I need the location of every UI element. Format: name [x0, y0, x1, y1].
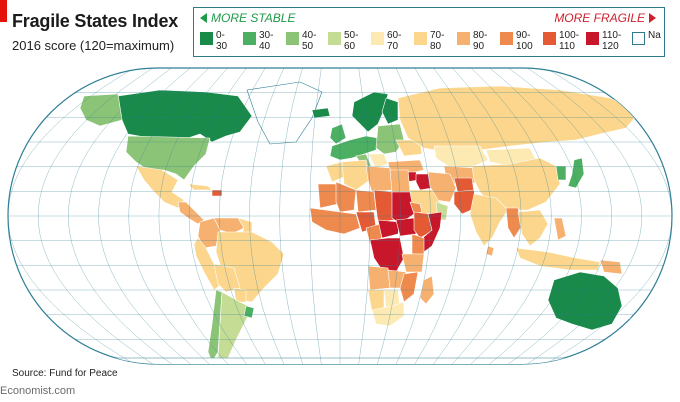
- region-southeast-asia: [517, 209, 549, 247]
- legend-more-fragile: MORE FRAGILE: [554, 11, 656, 25]
- legend-range-label: 50- 60: [344, 30, 359, 52]
- region-mozambique: [399, 271, 419, 303]
- region-iceland: [311, 107, 331, 119]
- region-russia: [397, 85, 641, 153]
- legend-swatch: [586, 32, 599, 45]
- legend-swatch: [414, 32, 427, 45]
- legend-range-label: 60- 70: [387, 30, 402, 52]
- legend-swatch: [632, 32, 645, 45]
- region-mauritania: [317, 183, 339, 209]
- legend-range-label: 70- 80: [430, 30, 445, 52]
- legend-range-label: 0- 30: [216, 30, 228, 52]
- arrow-right-icon: [649, 13, 656, 23]
- legend-swatch: [457, 32, 470, 45]
- region-alaska: [79, 93, 123, 127]
- region-paraguay: [233, 287, 247, 303]
- legend-swatch: [371, 32, 384, 45]
- legend-range-label: 110- 120: [602, 30, 622, 52]
- region-argentina: [217, 291, 253, 359]
- region-china: [471, 157, 561, 211]
- region-egypt: [389, 169, 411, 193]
- region-greenland: [246, 81, 323, 145]
- legend-swatch: [328, 32, 341, 45]
- legend-range-label: 80- 90: [473, 30, 488, 52]
- region-korea: [555, 165, 567, 181]
- region-balkans: [367, 153, 389, 169]
- world-map: [0, 62, 680, 367]
- region-antarctica: [59, 357, 661, 364]
- legend-range-label: 40- 50: [302, 30, 317, 52]
- legend-more-fragile-label: MORE FRAGILE: [554, 11, 645, 25]
- region-uruguay: [243, 305, 255, 319]
- brand-footer: Economist.com: [0, 385, 76, 397]
- page-title: Fragile States Index: [12, 11, 179, 31]
- region-eritrea: [409, 201, 423, 215]
- region-niger: [355, 189, 377, 213]
- region-tanzania: [401, 253, 425, 273]
- region-myanmar: [505, 207, 523, 239]
- region-uk: [329, 123, 347, 145]
- region-papua-new-guinea: [599, 259, 623, 275]
- legend-swatch: [543, 32, 556, 45]
- legend-range-label: 90- 100: [516, 30, 533, 52]
- legend-more-stable: MORE STABLE: [200, 11, 295, 25]
- map-legend: MORE STABLE MORE FRAGILE 0- 30 30- 40 40- 50 5…: [193, 7, 665, 57]
- region-mali: [335, 181, 357, 213]
- legend-swatch: [243, 32, 256, 45]
- source-note: Source: Fund for Peace: [12, 368, 118, 379]
- legend-range-label: 30- 40: [259, 30, 274, 52]
- landmasses: [59, 81, 661, 364]
- region-japan: [567, 157, 585, 189]
- region-philippines: [553, 217, 567, 241]
- region-venezuela: [213, 217, 245, 235]
- legend-swatch: [286, 32, 299, 45]
- region-south-sudan: [395, 217, 417, 237]
- legend-swatch: [500, 32, 513, 45]
- region-new-zealand: [625, 317, 645, 343]
- legend-range-label: 100- 110: [559, 30, 580, 52]
- region-car: [377, 219, 401, 239]
- region-algeria: [341, 159, 371, 191]
- region-canada: [117, 89, 253, 143]
- region-angola: [367, 265, 391, 291]
- graticule-overlay: [8, 68, 672, 364]
- region-drc: [369, 237, 405, 273]
- region-iraq: [415, 173, 433, 191]
- brand-tag: [0, 0, 7, 22]
- legend-swatch: [200, 32, 213, 45]
- region-pakistan: [453, 189, 477, 215]
- arrow-left-icon: [200, 13, 207, 23]
- legend-more-stable-label: MORE STABLE: [211, 11, 296, 25]
- world-map-svg: [7, 67, 673, 365]
- region-australia: [547, 271, 623, 331]
- page-subtitle: 2016 score (120=maximum): [12, 38, 175, 53]
- legend-range-label: Na: [648, 30, 661, 41]
- region-india: [469, 193, 509, 247]
- region-west-africa: [309, 207, 361, 235]
